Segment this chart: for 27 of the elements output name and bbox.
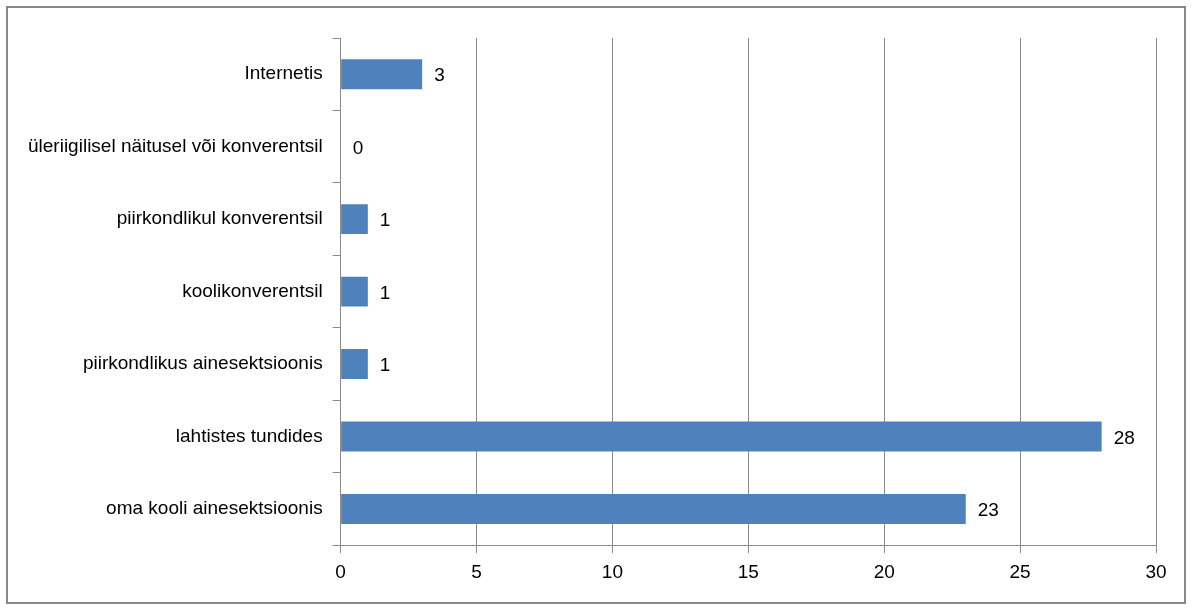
y-tick-label: piirkondlikus ainesektsioonis xyxy=(82,352,323,374)
y-tick-label: piirkondlikul konverentsil xyxy=(116,207,323,229)
x-tick-label: 10 xyxy=(601,560,623,582)
y-tick-label: oma kooli ainesektsioonis xyxy=(106,497,323,519)
bar xyxy=(341,349,368,379)
x-tick-label: 25 xyxy=(1009,560,1031,582)
x-tick-label: 5 xyxy=(471,560,482,582)
y-tick-label: lahtistes tundides xyxy=(175,424,323,446)
x-tick-label: 30 xyxy=(1145,560,1167,582)
x-tick-label: 15 xyxy=(737,560,759,582)
x-tick-label: 20 xyxy=(873,560,895,582)
data-label: 3 xyxy=(434,64,445,86)
data-label: 28 xyxy=(1113,426,1135,448)
bar xyxy=(341,494,966,524)
data-label: 1 xyxy=(379,209,391,231)
bar xyxy=(341,204,368,235)
x-tick-label: 0 xyxy=(335,560,346,582)
bar xyxy=(341,276,368,307)
y-tick-label: koolikonverentsil xyxy=(182,279,323,301)
y-tick-label: Internetis xyxy=(244,62,323,84)
data-label: 1 xyxy=(379,281,391,303)
y-tick-label: üleriigilisel näitusel või konverentsil xyxy=(28,134,323,156)
bar xyxy=(341,421,1102,452)
data-label: 23 xyxy=(977,499,999,521)
bar xyxy=(341,59,423,90)
data-label: 1 xyxy=(379,354,391,376)
data-label: 0 xyxy=(352,136,364,158)
